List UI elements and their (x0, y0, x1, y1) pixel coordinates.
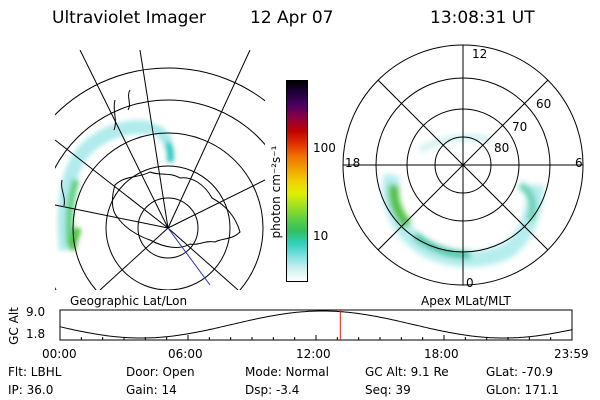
xtick-label-0600: 06:00 (168, 347, 203, 361)
xtick-label-1200: 12:00 (296, 347, 331, 361)
mlt-label-12: 12 (472, 47, 488, 61)
info-gain: Gain: 14 (126, 383, 177, 397)
info-door: Door: Open (126, 365, 195, 379)
colorbar-tick-100: 100 (313, 141, 336, 155)
apex-aurora (382, 134, 544, 267)
info-glat: GLat: -70.9 (486, 365, 553, 379)
mlt-label-18: 18 (345, 156, 361, 170)
instrument-title: Ultraviolet Imager (52, 8, 206, 28)
xtick-label-0000: 00:00 (42, 347, 77, 361)
date-label: 12 Apr 07 (250, 8, 334, 28)
mlat-label-60: 60 (536, 97, 552, 111)
info-ip: IP: 36.0 (8, 383, 54, 397)
mlat-label-80: 80 (494, 141, 510, 155)
colorbar (286, 80, 308, 282)
info-mode: Mode: Normal (245, 365, 329, 379)
altitude-xticks (59, 335, 573, 340)
mlt-label-0: 0 (466, 276, 474, 290)
altitude-ymax: 9.0 (26, 305, 46, 319)
altitude-ymin: 1.8 (26, 327, 46, 341)
colorbar-tick-10: 10 (313, 229, 329, 243)
xtick-label-1800: 18:00 (424, 347, 459, 361)
colorbar-unit-label: photon cm⁻²s⁻¹ (269, 145, 283, 239)
apex-caption: Apex MLat/MLT (421, 294, 511, 308)
xtick-label-2359: 23:59 (554, 347, 589, 361)
mlat-label-70: 70 (512, 120, 528, 134)
time-label: 13:08:31 UT (430, 8, 535, 28)
mlt-label-6: 6 (575, 156, 583, 170)
geographic-caption: Geographic Lat/Lon (70, 294, 188, 308)
geo-aurora (57, 120, 174, 251)
info-dsp: Dsp: -3.4 (245, 383, 300, 397)
altitude-ylabel: GC Alt (7, 307, 21, 345)
info-gc-alt: GC Alt: 9.1 Re (365, 365, 449, 379)
altitude-curve (59, 310, 573, 339)
altitude-plot-frame (59, 309, 573, 341)
info-flt: Flt: LBHL (8, 365, 62, 379)
info-glon: GLon: 171.1 (486, 383, 559, 397)
info-seq: Seq: 39 (365, 383, 411, 397)
